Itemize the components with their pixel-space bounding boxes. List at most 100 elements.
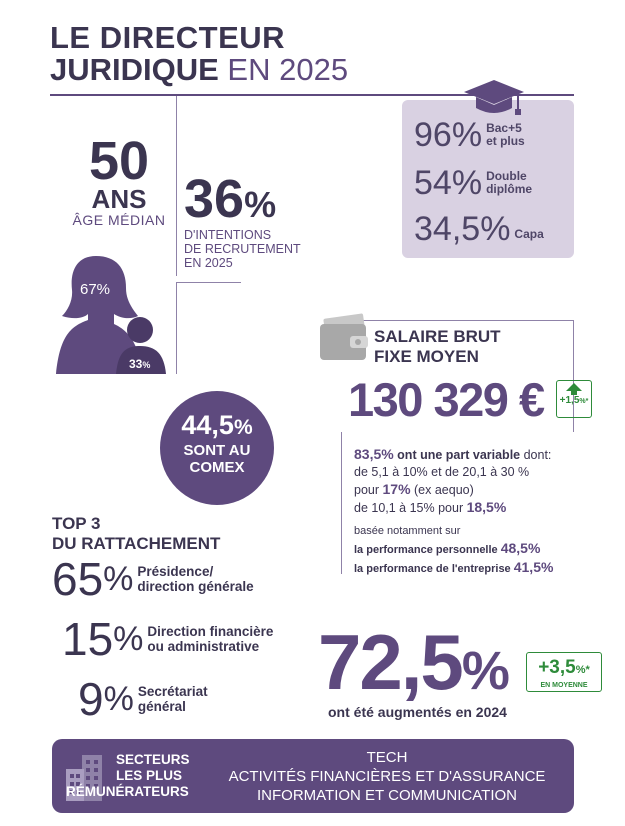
women-percentage: 67% xyxy=(80,281,111,298)
reporting-label: Secrétariat général xyxy=(138,684,208,714)
pour-text: pour xyxy=(354,483,383,497)
reporting-value: 65 xyxy=(52,553,104,605)
variable-tail: dont: xyxy=(520,448,552,462)
education-item: 54% Double diplôme xyxy=(414,166,532,200)
variable-line-4: de 10,1 à 15% pour 18,5% xyxy=(354,499,594,517)
salary-title: SALAIRE BRUT FIXE MOYEN xyxy=(374,327,501,367)
perf-personal: la performance personnelle 48,5% xyxy=(354,540,594,559)
sectors-banner: SECTEURS LES PLUS RÉMUNÉRATEURS TECH ACT… xyxy=(52,739,574,813)
based-text: basée notamment sur xyxy=(354,525,461,537)
raise-change-unit: %* xyxy=(575,664,590,676)
edu-value: 34,5 xyxy=(414,210,481,248)
age-unit: ANS xyxy=(91,184,147,214)
reporting-label-1: Direction financière xyxy=(147,624,274,639)
comex-circle: 44,5% SONT AU COMEX xyxy=(160,391,274,505)
men-percentage: 33% xyxy=(129,357,150,371)
reporting-label-2: ou administrative xyxy=(147,639,260,654)
pct-17: 17% xyxy=(382,481,411,497)
reporting-unit: % xyxy=(103,559,134,598)
edu-unit: % xyxy=(451,164,483,202)
perf2-label: la performance de l'entreprise xyxy=(354,563,514,575)
sectors-title-3: RÉMUNÉRATEURS xyxy=(66,784,189,799)
edu-label1: Double xyxy=(486,169,527,183)
salary-amount: 130 329 € xyxy=(348,373,545,426)
reporting-label: Direction financière ou administrative xyxy=(147,624,273,654)
vertical-divider-2 xyxy=(176,282,177,374)
men-unit: % xyxy=(142,360,151,370)
variable-pay-text: 83,5% ont une part variable dont: de 5,1… xyxy=(354,446,594,578)
perf2-value: 41,5% xyxy=(513,559,554,575)
salary-change-unit: %* xyxy=(579,398,589,405)
exaequo-text: (ex aequo) xyxy=(410,483,474,497)
raise-label: ont été augmentés en 2024 xyxy=(328,704,507,720)
comex-line2: COMEX xyxy=(189,459,245,476)
variable-divider xyxy=(341,432,342,574)
graduation-cap-icon xyxy=(464,80,524,115)
reporting-label-1: Présidence/ xyxy=(137,564,214,579)
reporting-title-2: DU RATTACHEMENT xyxy=(52,534,221,553)
variable-range-1: de 5,1 à 10% et de 20,1 à 30 % xyxy=(354,465,530,479)
sectors-title: SECTEURS LES PLUS RÉMUNÉRATEURS xyxy=(66,752,190,800)
raise-number: 72,5 xyxy=(318,618,464,706)
salary-change-value: +1,5 xyxy=(559,395,580,406)
reporting-item: 9% Secrétariat général xyxy=(78,676,208,722)
variable-line-1: 83,5% ont une part variable dont: xyxy=(354,446,594,464)
salary-change: +1,5%* xyxy=(557,395,591,408)
perf1-value: 48,5% xyxy=(500,540,541,556)
reporting-unit: % xyxy=(113,619,144,658)
men-value: 33 xyxy=(129,357,143,371)
recruitment-label-2: DE RECRUTEMENT xyxy=(184,242,301,256)
perf-company: la performance de l'entreprise 41,5% xyxy=(354,559,594,578)
age-block: 50 ANS ÂGE MÉDIAN xyxy=(56,134,182,228)
edu-label: Double diplôme xyxy=(486,170,532,196)
title-year: EN 2025 xyxy=(218,52,349,87)
recruitment-value: 36% xyxy=(184,172,301,226)
comex-number: 44,5 xyxy=(181,410,234,440)
edu-unit: % xyxy=(451,116,483,154)
age-label: ÂGE MÉDIAN xyxy=(72,212,166,228)
education-item: 34,5% Capa xyxy=(414,212,544,246)
reporting-item: 65% Présidence/direction générale xyxy=(52,556,254,602)
reporting-value: 9 xyxy=(78,673,104,725)
edu-value: 96 xyxy=(414,116,452,154)
sectors-title-2: LES PLUS xyxy=(116,768,183,783)
recruitment-label-1: D'INTENTIONS xyxy=(184,228,272,242)
page-title-line1: LE DIRECTEUR xyxy=(50,20,286,55)
education-box: 96% Bac+5 et plus 54% Double diplôme 34,5%… xyxy=(402,100,574,258)
perf1-label: la performance personnelle xyxy=(354,544,501,556)
education-item: 96% Bac+5 et plus xyxy=(414,118,525,152)
edu-label2: et plus xyxy=(486,134,525,148)
reporting-label-1: Secrétariat xyxy=(137,684,208,699)
title-divider xyxy=(50,94,574,96)
comex-value: 44,5% xyxy=(160,411,274,442)
reporting-unit: % xyxy=(103,679,134,718)
reporting-label-2: direction générale xyxy=(137,579,254,594)
comex-line1: SONT AU xyxy=(183,442,251,459)
variable-line-3: pour 17% (ex aequo) xyxy=(354,481,594,499)
edu-label: Capa xyxy=(514,226,544,241)
sector-item: ACTIVITÉS FINANCIÈRES ET D'ASSURANCE xyxy=(228,768,546,785)
reporting-title: TOP 3 DU RATTACHEMENT xyxy=(52,514,220,554)
edu-label2: diplôme xyxy=(486,182,533,196)
comex-unit: % xyxy=(233,416,253,439)
recruitment-unit: % xyxy=(244,184,277,225)
page-title-line2: JURIDIQUE EN 2025 xyxy=(50,54,348,86)
wallet-icon xyxy=(320,313,368,360)
recruitment-block: 36% D'INTENTIONS DE RECRUTEMENT EN 2025 xyxy=(184,172,301,270)
reporting-value: 15 xyxy=(62,613,114,665)
edu-label1: Bac+5 xyxy=(486,121,522,135)
edu-value: 54 xyxy=(414,164,452,202)
sector-item: TECH xyxy=(366,749,408,766)
raise-unit: % xyxy=(461,641,510,701)
recruit-underline xyxy=(176,282,241,283)
sectors-list: TECH ACTIVITÉS FINANCIÈRES ET D'ASSURANC… xyxy=(212,748,562,805)
up-arrow-icon xyxy=(566,383,582,395)
buildings-icon xyxy=(66,755,102,801)
sector-item: INFORMATION ET COMMUNICATION xyxy=(257,787,517,804)
sectors-title-1: SECTEURS xyxy=(116,752,190,767)
recruitment-number: 36 xyxy=(184,169,245,229)
variable-pct: 83,5% xyxy=(354,446,394,462)
edu-unit: % xyxy=(480,210,511,248)
variable-text: ont une part variable xyxy=(393,448,521,462)
raise-change-badge: +3,5%* EN MOYENNE xyxy=(526,652,602,692)
